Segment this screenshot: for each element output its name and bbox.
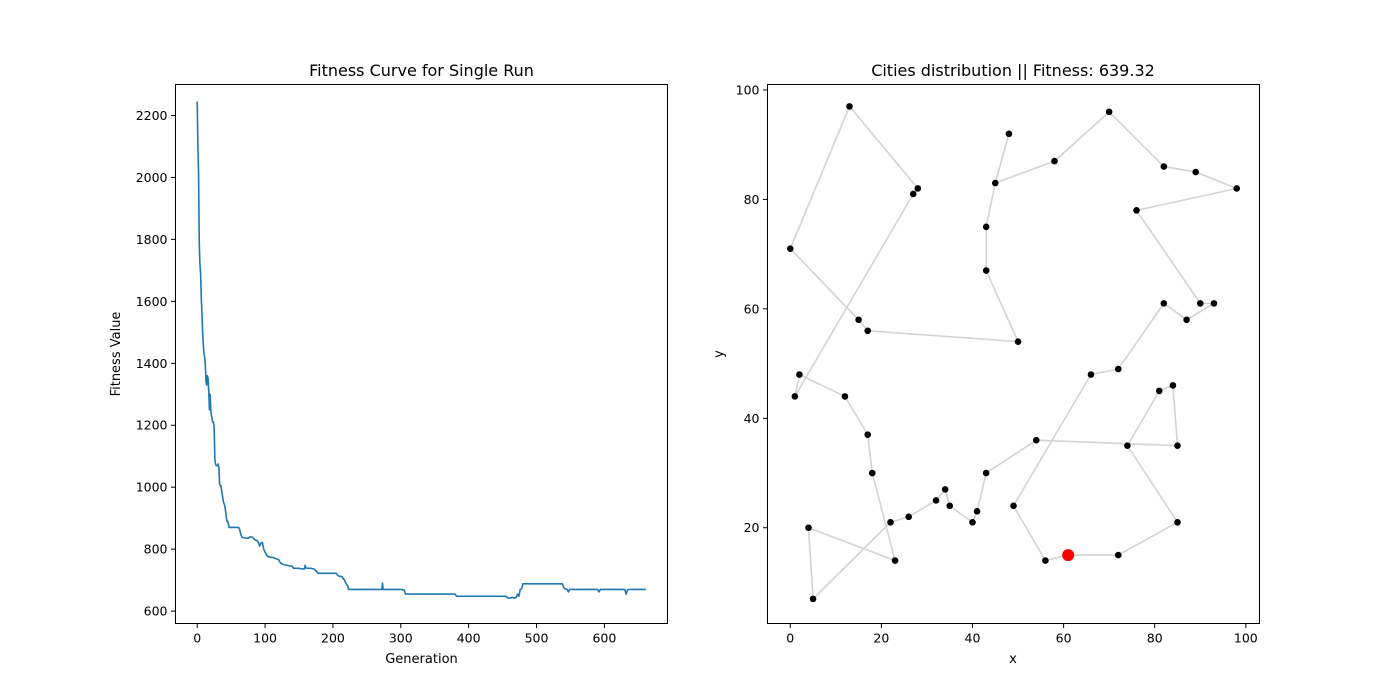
tour-route-line bbox=[789, 105, 1238, 600]
city-point bbox=[1192, 168, 1200, 176]
cities-x-tick-label: 40 bbox=[965, 631, 981, 646]
city-point bbox=[932, 497, 940, 504]
fitness-y-tick-label: 1200 bbox=[136, 418, 168, 433]
fitness-y-tick-label: 2000 bbox=[136, 170, 168, 185]
city-point bbox=[1010, 502, 1017, 510]
city-point bbox=[1032, 436, 1040, 444]
cities-x-tick-label: 80 bbox=[1147, 631, 1163, 646]
start-city-marker bbox=[1062, 549, 1075, 562]
fitness-y-axis-label: Fitness Value bbox=[109, 312, 124, 397]
city-point bbox=[855, 316, 862, 324]
fitness-y-tick-label: 1800 bbox=[136, 232, 168, 247]
fitness-y-tick-label: 800 bbox=[144, 542, 168, 557]
cities-chart-title: Cities distribution || Fitness: 639.32 bbox=[871, 61, 1155, 80]
city-point bbox=[1196, 300, 1204, 307]
fitness-x-tick-label: 500 bbox=[525, 631, 549, 646]
cities-y-tick-label: 40 bbox=[744, 411, 760, 426]
fitness-axes-frame bbox=[175, 84, 668, 624]
city-point bbox=[1160, 163, 1168, 170]
city-point bbox=[905, 513, 913, 521]
cities-y-tick-label: 80 bbox=[744, 192, 760, 207]
city-point bbox=[914, 185, 922, 192]
city-point bbox=[864, 327, 872, 335]
city-point bbox=[973, 508, 981, 515]
cities-plot-area bbox=[767, 84, 1260, 624]
city-point bbox=[1124, 442, 1131, 449]
city-point bbox=[891, 557, 899, 564]
city-point bbox=[1210, 300, 1218, 307]
cities-x-tick-label: 60 bbox=[1056, 631, 1072, 646]
city-point bbox=[1169, 382, 1177, 389]
fitness-x-tick-label: 0 bbox=[193, 631, 201, 646]
fitness-x-ticks: 0 100 200 300 400 500 600 bbox=[193, 623, 616, 646]
cities-x-ticks: 0 20 40 60 80 100 bbox=[786, 623, 1258, 646]
cities-x-tick-label: 0 bbox=[786, 631, 794, 646]
fitness-y-tick-label: 1400 bbox=[136, 356, 168, 371]
city-point bbox=[1005, 130, 1013, 138]
fitness-y-tick-label: 2200 bbox=[136, 108, 168, 123]
cities-x-tick-label: 20 bbox=[873, 631, 889, 646]
city-point bbox=[1051, 157, 1058, 165]
fitness-x-tick-label: 100 bbox=[253, 631, 277, 646]
city-point bbox=[846, 103, 853, 110]
city-point bbox=[791, 393, 799, 400]
cities-y-axis-label: y bbox=[712, 350, 727, 358]
cities-y-ticks: 20 40 60 80 100 bbox=[736, 82, 768, 535]
city-point bbox=[1174, 518, 1181, 526]
city-point bbox=[982, 267, 990, 274]
fitness-y-tick-label: 1000 bbox=[136, 480, 168, 495]
cities-axes-frame bbox=[767, 84, 1260, 624]
fitness-x-tick-label: 200 bbox=[321, 631, 345, 646]
city-point bbox=[1183, 316, 1190, 324]
city-point bbox=[809, 595, 817, 603]
fitness-y-tick-label: 1600 bbox=[136, 294, 168, 309]
fitness-y-tick-label: 600 bbox=[144, 604, 168, 619]
city-point bbox=[1014, 338, 1022, 345]
city-point bbox=[1114, 551, 1122, 559]
city-point bbox=[1174, 442, 1181, 449]
fitness-x-axis-label: Generation bbox=[385, 652, 458, 667]
city-point bbox=[969, 518, 976, 526]
fitness-x-tick-label: 600 bbox=[592, 631, 616, 646]
fitness-plot-area bbox=[175, 84, 668, 624]
city-point bbox=[1233, 185, 1241, 192]
city-point bbox=[909, 190, 917, 198]
cities-chart: Cities distribution || Fitness: 639.32 0… bbox=[712, 61, 1260, 667]
city-point bbox=[1105, 108, 1113, 116]
city-point bbox=[1087, 371, 1095, 378]
fitness-chart-title: Fitness Curve for Single Run bbox=[309, 61, 534, 80]
city-point bbox=[1114, 365, 1122, 373]
city-point bbox=[841, 393, 849, 400]
cities-y-tick-label: 60 bbox=[744, 301, 760, 316]
city-point bbox=[941, 486, 949, 493]
fitness-chart: Fitness Curve for Single Run 0 100 200 300 4… bbox=[109, 61, 668, 667]
city-point bbox=[805, 524, 812, 532]
city-point bbox=[982, 223, 990, 231]
fitness-curve-series bbox=[196, 101, 646, 599]
fitness-x-tick-label: 400 bbox=[457, 631, 481, 646]
cities-x-axis-label: x bbox=[1009, 652, 1017, 667]
city-point bbox=[796, 371, 803, 378]
city-point bbox=[1155, 387, 1163, 395]
city-point bbox=[1042, 557, 1049, 564]
cities-x-tick-label: 100 bbox=[1234, 631, 1258, 646]
city-point bbox=[1133, 207, 1140, 214]
city-point bbox=[991, 179, 999, 187]
fitness-x-tick-label: 300 bbox=[389, 631, 413, 646]
city-point bbox=[786, 245, 794, 252]
city-points bbox=[786, 103, 1241, 603]
city-point bbox=[868, 469, 876, 477]
city-point bbox=[887, 518, 894, 526]
city-point bbox=[946, 502, 954, 510]
city-point bbox=[1160, 300, 1168, 307]
cities-y-tick-label: 100 bbox=[736, 82, 760, 97]
cities-y-tick-label: 20 bbox=[744, 520, 760, 535]
city-point bbox=[982, 469, 990, 477]
fitness-y-ticks: 600 800 1000 1200 1400 1600 1800 2000 2200 bbox=[136, 108, 176, 619]
city-point bbox=[864, 431, 872, 439]
